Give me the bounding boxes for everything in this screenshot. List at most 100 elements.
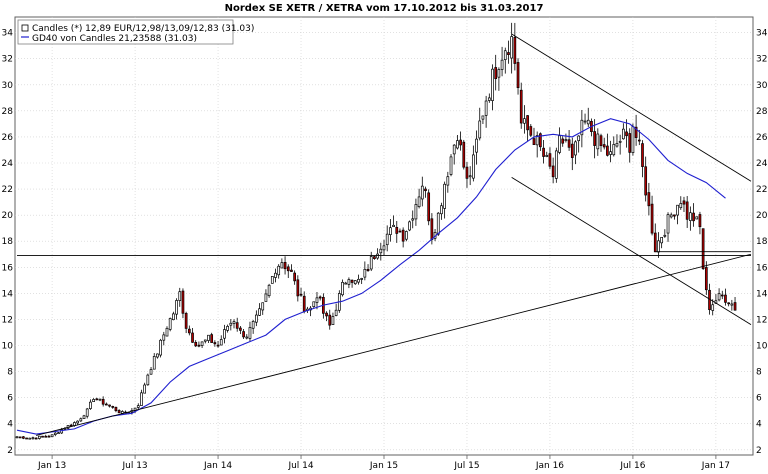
candle-body (510, 36, 514, 59)
candle-body (34, 437, 38, 440)
candle-body (695, 216, 699, 220)
x-tick-label: Jan 13 (37, 461, 66, 471)
candle-body (41, 435, 44, 438)
candle-body (353, 280, 357, 285)
candle-body (296, 279, 300, 297)
trend-line (36, 253, 752, 436)
candle-body (254, 314, 258, 323)
candle-body (497, 69, 501, 78)
candle-body (606, 145, 609, 156)
y-tick-label: 30 (756, 81, 768, 91)
chart-title: Nordex SE XETR / XETRA vom 17.10.2012 bi… (225, 3, 544, 14)
y-tick-label: 6 (756, 394, 762, 404)
y-tick-label: 6 (7, 394, 13, 404)
candle-body (456, 140, 459, 149)
candle-body (117, 410, 121, 414)
candle-body (184, 313, 188, 329)
candle-body (357, 278, 360, 283)
y-tick-label: 20 (756, 211, 768, 221)
candle-body (580, 119, 584, 136)
y-tick-label: 14 (2, 289, 14, 299)
candle-body (369, 256, 373, 270)
candle-body (500, 59, 504, 70)
y-tick-label: 26 (756, 133, 768, 143)
candle-body (618, 140, 622, 143)
candle-body (558, 135, 561, 153)
candle-body (232, 321, 236, 324)
candle-body (76, 420, 79, 424)
candle-body (660, 237, 663, 244)
candle-body (612, 144, 616, 156)
candle-body (239, 327, 242, 331)
candle-body (733, 302, 737, 311)
candle-body (443, 183, 446, 209)
candle-body (481, 115, 485, 120)
candle-body (293, 272, 296, 282)
candle-body (187, 328, 191, 334)
candle-body (468, 175, 472, 178)
candle-body (420, 185, 424, 200)
candle-body (650, 203, 654, 234)
x-tick-label: Jul 16 (619, 461, 645, 471)
candle-body (685, 201, 689, 220)
candle-body (634, 126, 638, 138)
candle-body (698, 214, 702, 228)
candle-body (133, 407, 137, 412)
candle-body (663, 234, 667, 237)
y-tick-label: 28 (756, 107, 768, 117)
candle-body (701, 228, 705, 269)
trend-line (511, 176, 752, 326)
candle-body (219, 339, 223, 346)
candle-body (79, 418, 83, 422)
candle-body (194, 342, 198, 347)
candle-body (711, 304, 715, 311)
candle-body (689, 212, 692, 221)
y-tick-label: 4 (7, 420, 13, 430)
candle-body (203, 339, 207, 342)
candle-body (513, 37, 517, 64)
y-tick-label: 34 (2, 29, 14, 39)
candle-body (487, 97, 491, 101)
candle-body (216, 344, 220, 347)
candle-body (18, 436, 22, 439)
candle-body (156, 353, 159, 358)
candle-body (526, 115, 529, 131)
candle-body (459, 139, 462, 146)
y-tick-label: 32 (2, 55, 13, 65)
candle-body (599, 135, 603, 146)
candle-body (350, 279, 354, 283)
y-tick-label: 32 (756, 55, 767, 65)
candle-body (398, 230, 402, 233)
candle-body (475, 138, 478, 153)
candle-body (554, 150, 558, 179)
candle-body (583, 120, 587, 123)
candle-body (229, 322, 233, 326)
candle-body (53, 432, 57, 435)
candle-body (251, 321, 255, 329)
candle-body (692, 212, 695, 222)
candle-body (286, 266, 290, 272)
candle-body (602, 144, 606, 148)
candle-body (730, 303, 734, 306)
x-tick-label: Jul 14 (287, 461, 313, 471)
y-tick-label: 28 (2, 107, 14, 117)
candle-body (539, 133, 542, 148)
candle-body (596, 133, 600, 150)
candle-body (242, 331, 245, 338)
legend: Candles (*) 12,89 EUR/12,98/13,09/12,83 … (17, 19, 254, 45)
candle-body (47, 435, 51, 438)
candle-body (344, 282, 348, 285)
candle-body (551, 165, 555, 178)
candle-body (679, 203, 683, 209)
candle-body (318, 296, 322, 299)
candle-body (149, 369, 153, 375)
candle-body (366, 268, 370, 272)
candle-body (31, 437, 35, 440)
candle-body (446, 176, 450, 186)
candle-body (373, 256, 376, 260)
candle-body (248, 327, 252, 339)
y-tick-label: 16 (756, 263, 768, 273)
